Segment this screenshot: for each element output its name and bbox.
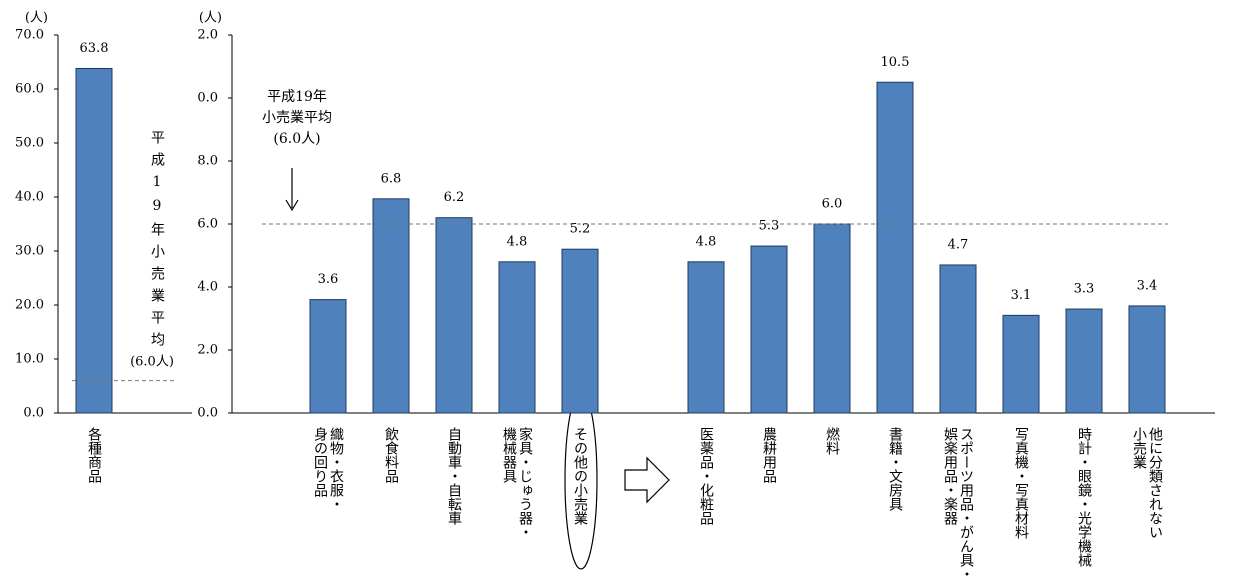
value-label: 3.6 (318, 272, 339, 287)
y-tick-label: 0.0 (197, 406, 218, 421)
value-label: 3.3 (1074, 282, 1095, 297)
x-tick-label: 自動車・自転車 (446, 427, 462, 525)
x-tick-label: 家具・じゅう器・ (517, 426, 533, 539)
x-tick-label: 燃料 (824, 426, 840, 455)
arrow-right (624, 456, 670, 504)
value-label: 6.0 (822, 197, 843, 212)
bar (561, 248, 599, 414)
value-label: 4.7 (948, 237, 969, 252)
y-tick-label: 30.0 (15, 244, 44, 259)
value-label: 4.8 (696, 234, 717, 249)
bar (813, 223, 851, 414)
x-tick-label: 写真機・写真材料 (1013, 427, 1029, 539)
y-tick-label: 4.0 (197, 280, 218, 295)
y-tick-label: 10.0 (15, 352, 44, 367)
value-label: 63.8 (80, 41, 109, 56)
y-tick-label: 0.0 (23, 406, 44, 421)
y-tick-label: 70.0 (15, 28, 44, 43)
value-label: 4.8 (507, 234, 528, 249)
annotation: 平成19年 (267, 89, 327, 105)
arrow-down (285, 168, 299, 212)
value-label: 6.2 (444, 190, 465, 205)
bar (1002, 314, 1040, 414)
x-tick-label: 娯楽用品・楽器 (942, 427, 958, 525)
x-tick-label: 身の回り品 (312, 427, 328, 497)
x-tick-label: 医薬品・化粧品 (698, 427, 714, 525)
bar (309, 299, 347, 414)
bar (372, 198, 410, 414)
bar (876, 81, 914, 414)
x-tick-label: 機械器具 (501, 427, 517, 483)
value-label: 10.5 (881, 55, 910, 70)
annotation: 小売業平均 (262, 110, 332, 126)
x-tick-label: 飲食料品 (383, 427, 399, 483)
annotation: (6.0人) (273, 131, 320, 147)
y-tick-label: 6.0 (197, 217, 218, 232)
x-tick-label: 農耕用品 (761, 427, 777, 483)
x-tick-label: その他の小売業 (572, 427, 588, 525)
y-tick-label: 50.0 (15, 136, 44, 151)
y-tick-label: 8.0 (197, 154, 218, 169)
bar (1065, 308, 1103, 414)
y-axis-unit: (人) (199, 11, 222, 26)
bar (75, 67, 113, 414)
bar (939, 264, 977, 414)
value-label: 5.2 (570, 222, 591, 237)
bar (498, 261, 536, 414)
x-tick-label: 小売業 (1131, 427, 1147, 469)
y-tick-label: 60.0 (15, 82, 44, 97)
value-label: 5.3 (759, 219, 780, 234)
annotation: 平成19年小売業平均 (149, 130, 165, 354)
y-tick-label: 40.0 (15, 190, 44, 205)
y-tick-label: 0.0 (197, 91, 218, 106)
y-tick-label: 20.0 (15, 298, 44, 313)
bar (1128, 305, 1166, 414)
x-tick-label: 各種商品 (86, 427, 102, 483)
x-tick-label: 時計・眼鏡・光学機械 (1076, 427, 1092, 567)
bar (750, 245, 788, 414)
value-label: 3.4 (1137, 278, 1158, 293)
y-axis-unit: (人) (25, 11, 48, 26)
x-tick-label: スポーツ用品・がん具・ (958, 427, 974, 579)
x-tick-label: 書籍・文房具 (887, 427, 903, 511)
bar (687, 261, 725, 414)
bar (435, 217, 473, 414)
y-tick-label: 2.0 (197, 28, 218, 43)
x-tick-label: 他に分類されない (1147, 427, 1163, 539)
value-label: 3.1 (1011, 288, 1032, 303)
x-tick-label: 織物・衣服・ (328, 427, 344, 511)
y-tick-label: 2.0 (197, 343, 218, 358)
annotation: (6.0人) (130, 355, 174, 370)
value-label: 6.8 (381, 171, 402, 186)
